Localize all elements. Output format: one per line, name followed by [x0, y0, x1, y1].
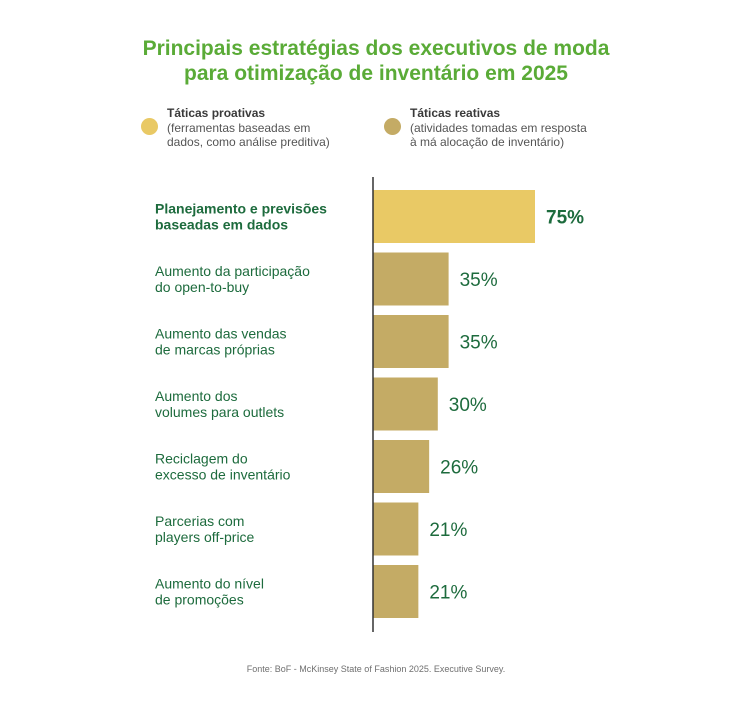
category-label-parcerias-com-players-off-price: Parcerias com players off-price	[155, 513, 255, 545]
category-label-line: de promoções	[155, 592, 244, 608]
legend-swatch-reactive	[384, 118, 401, 135]
source-note: Fonte: BoF - McKinsey State of Fashion 2…	[246, 664, 506, 674]
bar-aumento-da-participacao-do-open-to-buy	[373, 252, 449, 306]
category-label-planejamento-e-previsoes-baseadas-em-dados: Planejamento e previsões baseadas em dado…	[155, 201, 327, 233]
value-label-reciclagem-do-excesso-de-inventario: 26%	[440, 458, 478, 479]
value-label-parcerias-com-players-off-price: 21%	[429, 520, 467, 541]
legend-desc-proactive-1: (ferramentas baseadas em	[167, 121, 311, 135]
category-label-line: volumes para outlets	[155, 404, 284, 420]
legend-desc-reactive-2: à má alocação de inventário)	[410, 135, 565, 149]
category-label-line: de marcas próprias	[155, 342, 275, 358]
legend-desc-reactive-1: (atividades tomadas em resposta	[410, 121, 587, 135]
category-label-reciclagem-do-excesso-de-inventario: Reciclagem do excesso de inventário	[155, 451, 291, 483]
category-label-aumento-dos-volumes-para-outlets: Aumento dos volumes para outlets	[155, 388, 284, 420]
category-label-line: Aumento das vendas	[155, 326, 287, 342]
bar-aumento-das-vendas-de-marcas-proprias	[373, 315, 449, 368]
legend-text-proactive: Táticas proativas (ferramentas baseadas …	[167, 106, 387, 149]
chart-title: Principais estratégias dos executivos de…	[0, 36, 752, 86]
legend-swatch-proactive	[141, 118, 158, 135]
category-label-line: excesso de inventário	[155, 467, 291, 483]
category-label-line: Aumento do nível	[155, 576, 264, 592]
legend-text-reactive: Táticas reativas (atividades tomadas em …	[410, 106, 630, 149]
category-label-line: Reciclagem do	[155, 451, 248, 467]
value-label-aumento-do-nivel-de-promocoes: 21%	[429, 583, 467, 604]
category-label-aumento-do-nivel-de-promocoes: Aumento do nível de promoções	[155, 576, 264, 608]
chart-title-line-1: Principais estratégias dos executivos de…	[142, 37, 610, 60]
bar-planejamento-e-previsoes-baseadas-em-dados	[373, 190, 535, 243]
category-label-line: Aumento da participação	[155, 263, 310, 279]
category-label-line: Aumento dos	[155, 388, 238, 404]
value-label-planejamento-e-previsoes-baseadas-em-dados: 75%	[546, 208, 584, 229]
category-label-aumento-das-vendas-de-marcas-proprias: Aumento das vendas de marcas próprias	[155, 326, 287, 358]
category-label-line: Planejamento e previsões	[155, 201, 327, 217]
category-label-line: players off-price	[155, 529, 255, 545]
chart-title-line-2: para otimização de inventário em 2025	[184, 62, 568, 85]
category-label-line: Parcerias com	[155, 513, 244, 529]
value-label-aumento-das-vendas-de-marcas-proprias: 35%	[460, 333, 498, 354]
bar-parcerias-com-players-off-price	[373, 502, 419, 556]
bar-reciclagem-do-excesso-de-inventario	[373, 440, 430, 493]
value-label-aumento-da-participacao-do-open-to-buy: 35%	[460, 270, 498, 291]
category-label-line: baseadas em dados	[155, 217, 288, 233]
category-label-line: do open-to-buy	[155, 279, 249, 295]
legend-title-proactive: Táticas proativas	[167, 106, 266, 120]
legend-desc-proactive-2: dados, como análise preditiva)	[167, 135, 330, 149]
value-label-aumento-dos-volumes-para-outlets: 30%	[449, 395, 487, 416]
legend-title-reactive: Táticas reativas	[410, 106, 501, 120]
bar-aumento-dos-volumes-para-outlets	[373, 377, 438, 431]
category-label-aumento-da-participacao-do-open-to-buy: Aumento da participação do open-to-buy	[155, 263, 310, 295]
bar-aumento-do-nivel-de-promocoes	[373, 565, 419, 618]
